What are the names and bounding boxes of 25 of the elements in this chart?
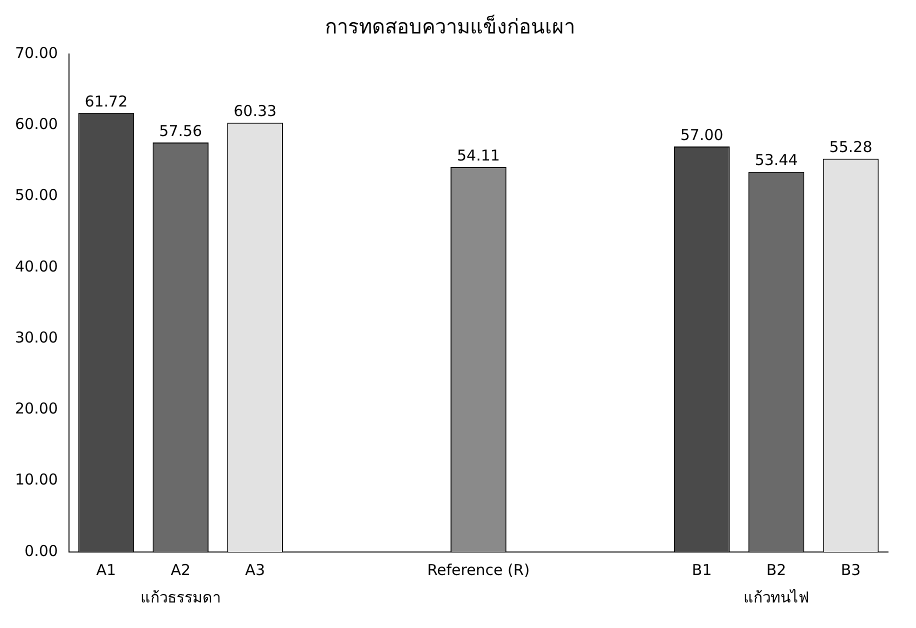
text: แก้วธรรมดา [140,590,221,607]
data-label: 60.33 [234,102,277,120]
x-tick-label: A2 [170,560,191,579]
x-tick-label: Reference (R) [427,560,530,579]
y-tick-label: 20.00 [14,400,58,418]
y-tick-label: 0.00 [24,542,58,560]
data-label: 57.00 [680,126,724,144]
y-tick-label: 10.00 [14,470,58,489]
data-label: 61.72 [84,92,128,110]
x-tick-label: B1 [692,560,712,579]
data-label: 57.56 [159,122,202,140]
text: แก้วทนไฟ [743,588,810,607]
y-tick-label: 60.00 [14,115,58,134]
chart-title: การทดสอบความแข็งก่อนเผา [325,14,575,39]
x-tick-label: B3 [840,560,861,579]
data-label: 54.11 [456,146,500,164]
y-tick-label: 40.00 [14,257,58,276]
y-tick-label: 50.00 [14,186,58,204]
y-tick-label: 70.00 [14,44,58,62]
data-label: 55.28 [829,138,872,156]
x-tick-label: A1 [96,560,116,579]
x-tick-label: B2 [766,560,786,579]
y-tick-label: 30.00 [14,328,58,346]
x-tick-label: A3 [245,560,265,579]
data-label: 53.44 [754,151,798,170]
